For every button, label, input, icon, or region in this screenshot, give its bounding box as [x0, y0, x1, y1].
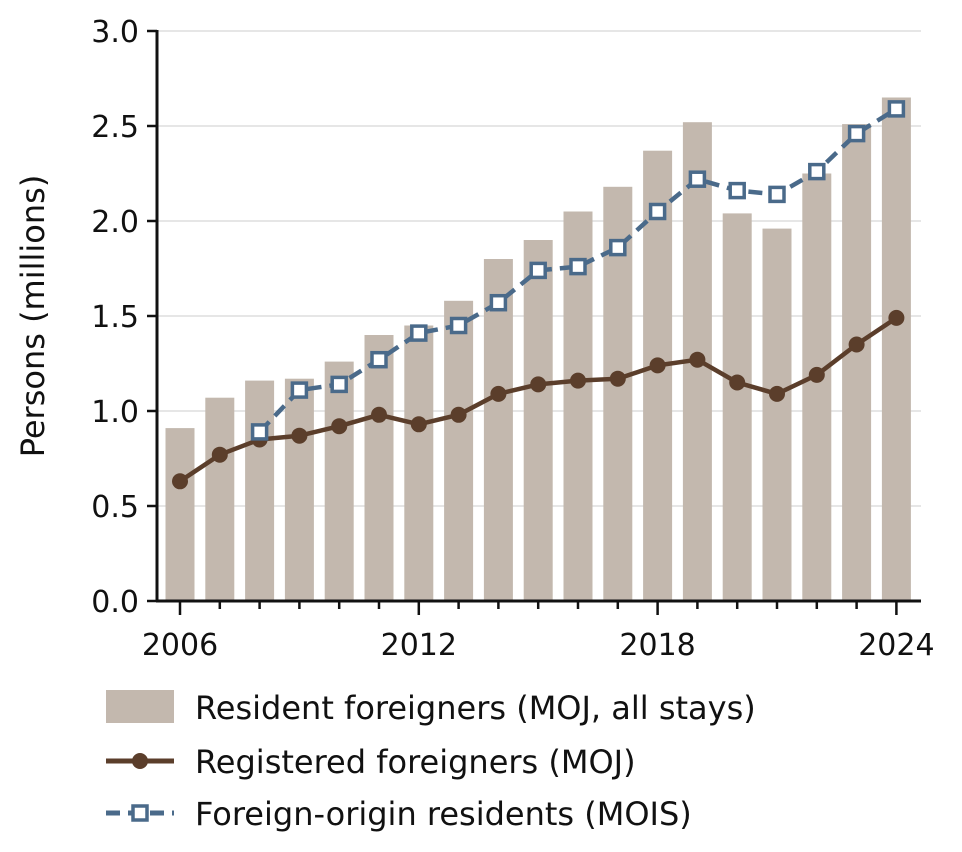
registered-point-2007: [211, 446, 228, 463]
bar-2018: [643, 150, 673, 601]
registered-point-2023: [848, 336, 865, 353]
foreign-origin-point-2016: [569, 257, 587, 276]
x-tick-label-2006: 2006: [142, 628, 218, 663]
registered-point-2011: [371, 406, 387, 423]
foreign-origin-line: [257, 106, 898, 434]
registered-point-2018: [649, 357, 666, 374]
foreign-origin-point-2011: [370, 350, 388, 369]
x-tick-label-2012: 2012: [381, 628, 457, 663]
x-tick-labels: 2006 2012 2018 2024: [142, 628, 935, 663]
bar-2006: [165, 428, 195, 601]
bar-2021: [762, 228, 792, 601]
bar-series: [165, 97, 911, 602]
axes: [147, 29, 921, 615]
bar-2022: [802, 173, 832, 601]
registered-point-2021: [769, 385, 785, 402]
bar-2024: [881, 97, 911, 601]
bar-2023: [842, 124, 872, 601]
legend-marker-foreign-origin: [131, 804, 149, 822]
registered-point-2013: [450, 406, 467, 423]
registered-point-2010: [331, 418, 348, 435]
registered-point-2014: [490, 385, 507, 402]
foreign-origin-point-2013: [449, 316, 468, 335]
legend: Resident foreigners (MOJ, all stays) Reg…: [106, 689, 756, 833]
foreign-origin-point-2015: [529, 261, 547, 280]
registered-point-2019: [689, 351, 706, 368]
x-tick-label-2018: 2018: [619, 628, 695, 663]
foreign-origin-point-2014: [489, 293, 508, 312]
bar-2008: [245, 380, 275, 601]
foreign-origin-point-2020: [728, 181, 746, 200]
registered-point-2006: [172, 473, 188, 490]
registered-point-2017: [609, 370, 626, 387]
legend-label-foreign-origin-residents: Foreign-origin residents (MOIS): [195, 795, 692, 833]
bar-2020: [722, 213, 752, 601]
bar-2016: [563, 211, 593, 601]
bar-2012: [404, 325, 434, 601]
y-tick-label-6: 3.0: [91, 15, 139, 50]
foreign-origin-point-2022: [808, 162, 826, 181]
legend-label-registered-foreigners: Registered foreigners (MOJ): [195, 743, 636, 781]
bar-2014: [483, 259, 513, 601]
foreign-origin-point-2024: [887, 100, 906, 118]
x-tick-label-2024: 2024: [858, 628, 934, 663]
legend-swatch-foreign-origin-residents: [106, 804, 174, 822]
y-tick-labels: 0.0 0.5 1.0 1.5 2.0 2.5 3.0: [91, 15, 139, 620]
bar-2015: [523, 240, 553, 601]
line-series: [172, 100, 906, 490]
y-tick-label-0: 0.0: [91, 585, 139, 620]
legend-marker-registered: [132, 753, 148, 769]
registered-point-2022: [808, 366, 825, 383]
foreign-origin-point-2019: [688, 170, 707, 188]
y-tick-label-4: 2.0: [91, 205, 139, 240]
y-tick-label-1: 0.5: [91, 490, 139, 525]
y-tick-label-2: 1.0: [91, 395, 139, 430]
foreign-origin-point-2021: [768, 185, 786, 204]
y-axis-title: Persons (millions): [14, 175, 52, 458]
y-tick-label-5: 2.5: [91, 110, 139, 145]
foreign-origin-point-2023: [847, 124, 866, 143]
registered-point-2015: [530, 376, 547, 393]
registered-point-2020: [729, 374, 746, 391]
foreign-origin-point-2008: [250, 423, 269, 441]
bar-2009: [284, 378, 314, 601]
foreign-origin-point-2017: [609, 238, 627, 257]
legend-swatch-registered-foreigners: [106, 753, 174, 769]
foreign-origin-point-2010: [330, 375, 348, 394]
bar-2010: [324, 361, 354, 601]
foreign-origin-point-2012: [410, 324, 428, 342]
bar-2011: [364, 335, 394, 601]
legend-swatch-resident-foreigners: [106, 690, 174, 723]
registered-point-2012: [410, 416, 427, 433]
y-tick-label-3: 1.5: [91, 300, 139, 335]
registered-point-2024: [888, 309, 905, 326]
legend-label-resident-foreigners: Resident foreigners (MOJ, all stays): [195, 689, 756, 727]
foreign-origin-point-2009: [290, 381, 309, 399]
bar-2013: [444, 300, 474, 601]
bar-2007: [205, 397, 235, 601]
registered-point-2016: [570, 372, 586, 389]
registered-point-2009: [291, 427, 308, 444]
foreign-origin-point-2018: [648, 202, 667, 221]
